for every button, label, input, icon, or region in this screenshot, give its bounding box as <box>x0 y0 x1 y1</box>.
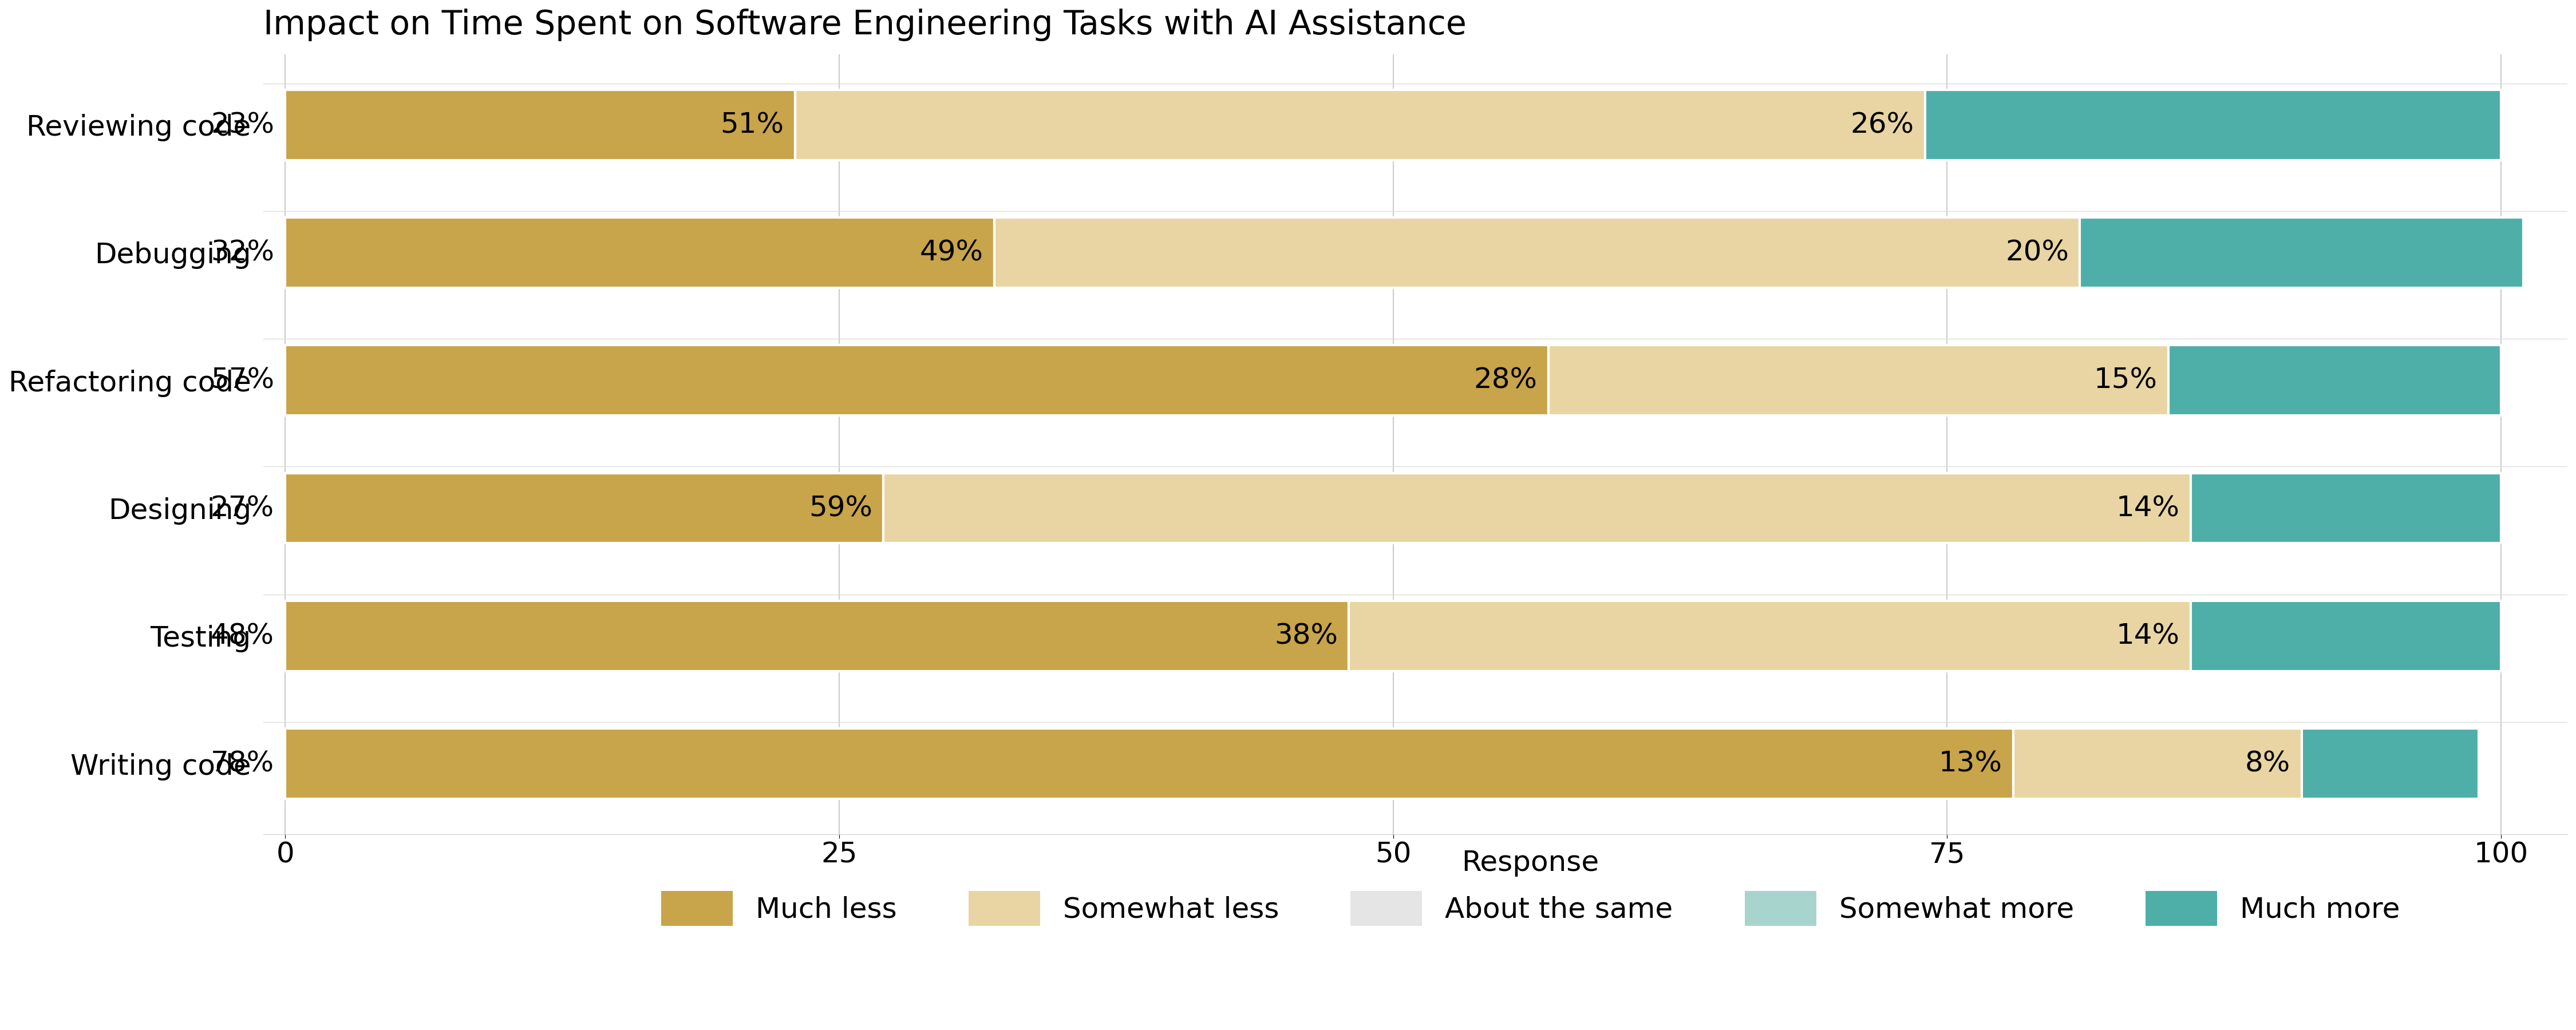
Text: 27%: 27% <box>211 494 273 522</box>
Bar <box>884 473 2190 543</box>
Text: 28%: 28% <box>1473 367 1538 394</box>
Text: 57%: 57% <box>211 367 273 394</box>
Bar <box>2190 473 2501 543</box>
Text: 38%: 38% <box>1275 622 1337 650</box>
Bar <box>286 217 994 287</box>
Bar <box>2014 728 2300 799</box>
Bar <box>286 345 1548 415</box>
Bar <box>796 90 1924 160</box>
Text: 13%: 13% <box>1940 750 2002 778</box>
Text: 48%: 48% <box>211 622 273 650</box>
Bar <box>286 90 796 160</box>
Text: 8%: 8% <box>2246 750 2290 778</box>
Bar <box>286 473 884 543</box>
Bar <box>2190 600 2501 672</box>
Bar <box>1350 600 2190 672</box>
Text: 14%: 14% <box>2115 494 2179 522</box>
Text: 14%: 14% <box>2115 622 2179 650</box>
Text: 23%: 23% <box>211 111 273 139</box>
Text: 51%: 51% <box>721 111 783 139</box>
Bar <box>286 600 1350 672</box>
Text: 32%: 32% <box>211 239 273 267</box>
Bar <box>994 217 2079 287</box>
Bar <box>2300 728 2478 799</box>
Text: Impact on Time Spent on Software Engineering Tasks with AI Assistance: Impact on Time Spent on Software Enginee… <box>263 8 1466 41</box>
Text: 49%: 49% <box>920 239 984 267</box>
Text: 20%: 20% <box>2004 239 2069 267</box>
Text: 26%: 26% <box>1850 111 1914 139</box>
Bar <box>1924 90 2501 160</box>
Bar <box>286 728 2014 799</box>
Text: 78%: 78% <box>211 750 273 778</box>
Legend: Much less, Somewhat less, About the same, Somewhat more, Much more: Much less, Somewhat less, About the same… <box>649 837 2411 937</box>
Bar <box>2169 345 2501 415</box>
Text: 15%: 15% <box>2094 367 2159 394</box>
Text: 59%: 59% <box>809 494 873 522</box>
Bar <box>1548 345 2169 415</box>
Bar <box>2079 217 2522 287</box>
